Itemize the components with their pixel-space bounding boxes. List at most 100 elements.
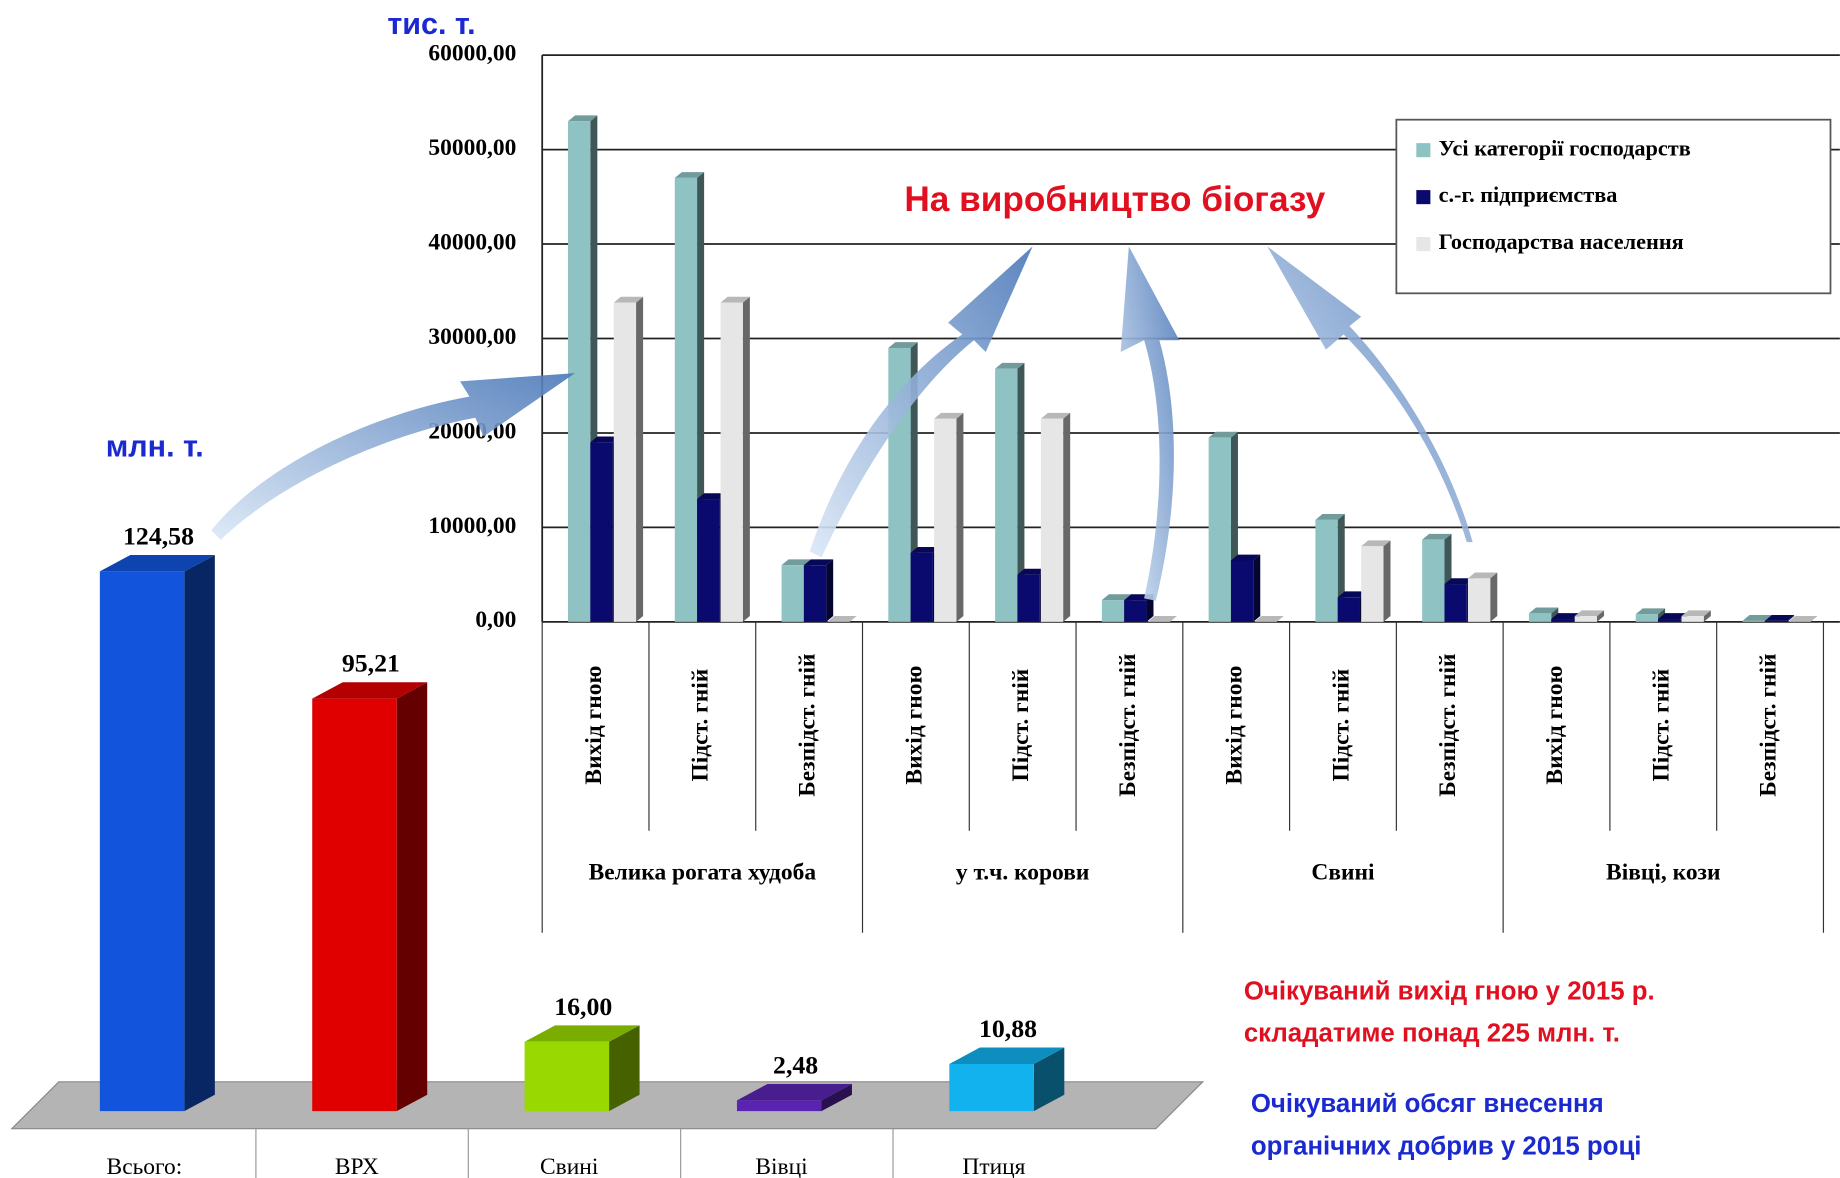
x-tick-label: Всього:: [107, 1154, 183, 1178]
bar-side: [1703, 610, 1711, 622]
bar-side: [742, 296, 750, 622]
bar-top: [1101, 594, 1132, 601]
bar-top: [781, 559, 811, 566]
bar: [312, 698, 397, 1112]
bar-top: [1337, 591, 1368, 598]
x-tick-label: Вівці: [755, 1154, 808, 1178]
bar: [1124, 600, 1147, 622]
bar: [1528, 613, 1552, 622]
bar-top: [1681, 610, 1711, 617]
arrow: [211, 373, 576, 540]
bar-top: [312, 682, 428, 699]
bar: [1230, 560, 1254, 622]
bar-top: [1528, 607, 1559, 614]
bar-side: [1383, 540, 1391, 622]
note: органічних добрив у 2015 році: [1251, 1132, 1642, 1160]
x-tick-label: Підст. гній: [1649, 669, 1675, 782]
bar-top: [1788, 615, 1818, 622]
bar: [1422, 539, 1445, 622]
arrows: [211, 246, 1473, 601]
value-label: 2,48: [773, 1050, 818, 1079]
bar-top: [736, 1083, 852, 1101]
value-label: 10,88: [979, 1014, 1037, 1043]
x-tick-label: Безпідст. гній: [1435, 653, 1461, 796]
group-label: Свині: [1311, 860, 1375, 886]
bar-side: [1596, 610, 1605, 622]
y-tick-label: 0,00: [475, 607, 516, 633]
y-tick-label: 60000,00: [428, 41, 516, 67]
x-tick-label: Підст. гній: [688, 669, 714, 782]
bar-side: [396, 682, 428, 1112]
x-tick-label: Вихід гною: [901, 666, 927, 785]
bar: [934, 418, 957, 622]
bar: [568, 121, 591, 622]
bar: [1658, 619, 1681, 622]
bar-top: [910, 547, 940, 553]
bar-top: [1742, 615, 1772, 621]
bar-top: [949, 1047, 1065, 1064]
legend-swatch: [1416, 143, 1431, 158]
bar: [720, 302, 743, 622]
bar: [1101, 600, 1125, 622]
bar-top: [1635, 608, 1666, 615]
x-tick-label: Підст. гній: [1328, 669, 1354, 782]
note: Очікуваний вихід гною у 2015 р.: [1244, 977, 1655, 1005]
bar: [910, 552, 933, 622]
bar-top: [1230, 554, 1261, 561]
bar-top: [1040, 412, 1071, 419]
bar-top: [674, 172, 705, 178]
legend-box: [1395, 118, 1832, 295]
axis-unit: тис. т.: [387, 7, 475, 41]
bar-side: [636, 296, 644, 622]
bar-side: [1253, 554, 1261, 622]
bar: [1467, 578, 1491, 622]
bar-top: [1147, 615, 1177, 622]
bar-top: [720, 296, 750, 303]
x-tick-label: Безпідст. гній: [795, 653, 821, 796]
bar-side: [184, 554, 215, 1112]
bar: [736, 1100, 822, 1112]
legend-entry: с.-г. підприємства: [1439, 182, 1618, 207]
bar-side: [609, 1025, 640, 1112]
axis-unit: млн. т.: [106, 429, 204, 463]
legend-entry: Господарства населення: [1439, 229, 1684, 254]
x-tick-label: Свині: [540, 1154, 599, 1178]
bar-top: [1361, 540, 1391, 547]
x-tick-label: Вихід гною: [1222, 666, 1248, 785]
bar: [1551, 619, 1574, 622]
bar: [1040, 418, 1064, 622]
legend-swatch: [1416, 190, 1431, 205]
legend-swatch: [1416, 237, 1431, 252]
bar-top: [1422, 533, 1452, 540]
value-label: 124,58: [123, 521, 194, 550]
bar-top: [888, 342, 918, 348]
bar-top: [613, 296, 644, 303]
y-tick-label: 10000,00: [428, 513, 516, 539]
x-tick-label: Безпідст. гній: [1115, 653, 1141, 796]
arrow: [1120, 246, 1180, 601]
x-tick-label: Безпідст. гній: [1755, 653, 1781, 796]
bar: [1574, 616, 1597, 622]
bar: [613, 302, 637, 622]
bar-side: [1146, 594, 1154, 622]
bar-side: [956, 412, 964, 622]
bar-side: [1017, 362, 1025, 622]
bar-side: [821, 1083, 852, 1112]
bar: [1742, 620, 1765, 622]
bar: [1208, 437, 1231, 622]
x-tick-label: ВРХ: [335, 1154, 379, 1178]
bar: [1315, 519, 1338, 622]
bar-top: [827, 615, 857, 622]
bar-top: [1764, 615, 1795, 621]
arrow: [1267, 246, 1473, 543]
bar-side: [1490, 572, 1498, 622]
bar-top: [1444, 578, 1474, 585]
bar: [1017, 574, 1040, 622]
bar-top: [1658, 613, 1688, 620]
bar-top: [1208, 431, 1238, 438]
bar-side: [1063, 412, 1071, 622]
annotation: На виробництво біогазу: [904, 180, 1325, 219]
note: Очікуваний обсяг внесення: [1251, 1090, 1604, 1118]
